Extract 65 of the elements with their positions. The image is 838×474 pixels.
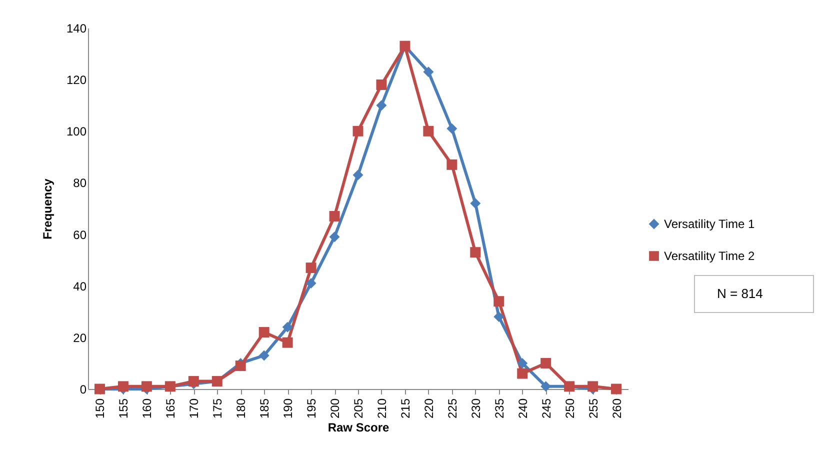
x-tick-label: 230: [468, 398, 483, 419]
y-tick-label: 40: [73, 279, 87, 294]
y-tick-label: 60: [73, 228, 87, 242]
y-tick-label: 0: [80, 382, 87, 396]
x-tick-label: 175: [210, 398, 225, 419]
y-tick-label: 20: [73, 330, 87, 345]
x-tick-label: 250: [562, 398, 577, 419]
x-tick-label: 170: [187, 398, 202, 419]
text: N = 814: [694, 275, 814, 313]
x-tick-label: 160: [140, 398, 154, 419]
point: [470, 198, 481, 209]
x-tick-label: 235: [492, 398, 506, 419]
point: [306, 278, 316, 289]
y-axis-title: Frequency: [40, 178, 54, 240]
point: [141, 381, 152, 392]
legend-label: Versatility Time 1: [664, 217, 756, 231]
point: [282, 337, 293, 348]
point: [329, 232, 340, 242]
point: [494, 312, 504, 322]
x-tick-label: 215: [398, 398, 412, 419]
point: [329, 210, 340, 222]
y-tick-label: 120: [66, 73, 87, 88]
point: [540, 381, 552, 392]
point: [423, 126, 434, 136]
y-tick-label: 140: [66, 22, 87, 36]
point: [118, 381, 128, 392]
x-tick-label: 210: [374, 398, 389, 419]
point: [306, 262, 316, 274]
point: [188, 376, 199, 387]
point: [540, 358, 552, 368]
y-tick-label: 100: [66, 124, 87, 139]
point: [446, 159, 458, 170]
x-tick-label: 190: [281, 398, 296, 419]
point: [588, 381, 598, 392]
x-tick-label: 205: [352, 398, 366, 419]
legend-label: Versatility Time 2: [664, 249, 756, 263]
x-tick-label: 200: [328, 398, 342, 419]
y-tick-label: 80: [73, 176, 87, 190]
x-tick-label: 150: [93, 398, 108, 419]
x-tick-label: 185: [258, 398, 272, 419]
point: [282, 322, 293, 332]
point: [423, 66, 434, 78]
x-tick-label: 195: [304, 398, 319, 419]
point: [258, 327, 270, 338]
point: [376, 100, 387, 111]
x-tick-label: 165: [164, 398, 178, 419]
x-axis-title: Raw Score: [328, 420, 390, 435]
point: [352, 126, 364, 136]
point: [258, 350, 270, 361]
point: [446, 123, 458, 134]
point: [611, 384, 622, 394]
point: [517, 368, 528, 379]
x-tick-label: 255: [586, 398, 600, 419]
point: [494, 296, 504, 307]
x-tick-label: 240: [516, 398, 530, 419]
x-tick-label: 155: [116, 398, 131, 419]
x-tick-label: 260: [610, 398, 624, 419]
x-tick-label: 180: [234, 398, 248, 419]
point: [352, 170, 364, 180]
x-tick-label: 245: [539, 398, 554, 419]
x-tick-label: 220: [422, 398, 436, 419]
point: [517, 358, 528, 368]
point: [376, 79, 387, 90]
point: [470, 247, 481, 258]
x-tick-label: 225: [445, 398, 460, 419]
